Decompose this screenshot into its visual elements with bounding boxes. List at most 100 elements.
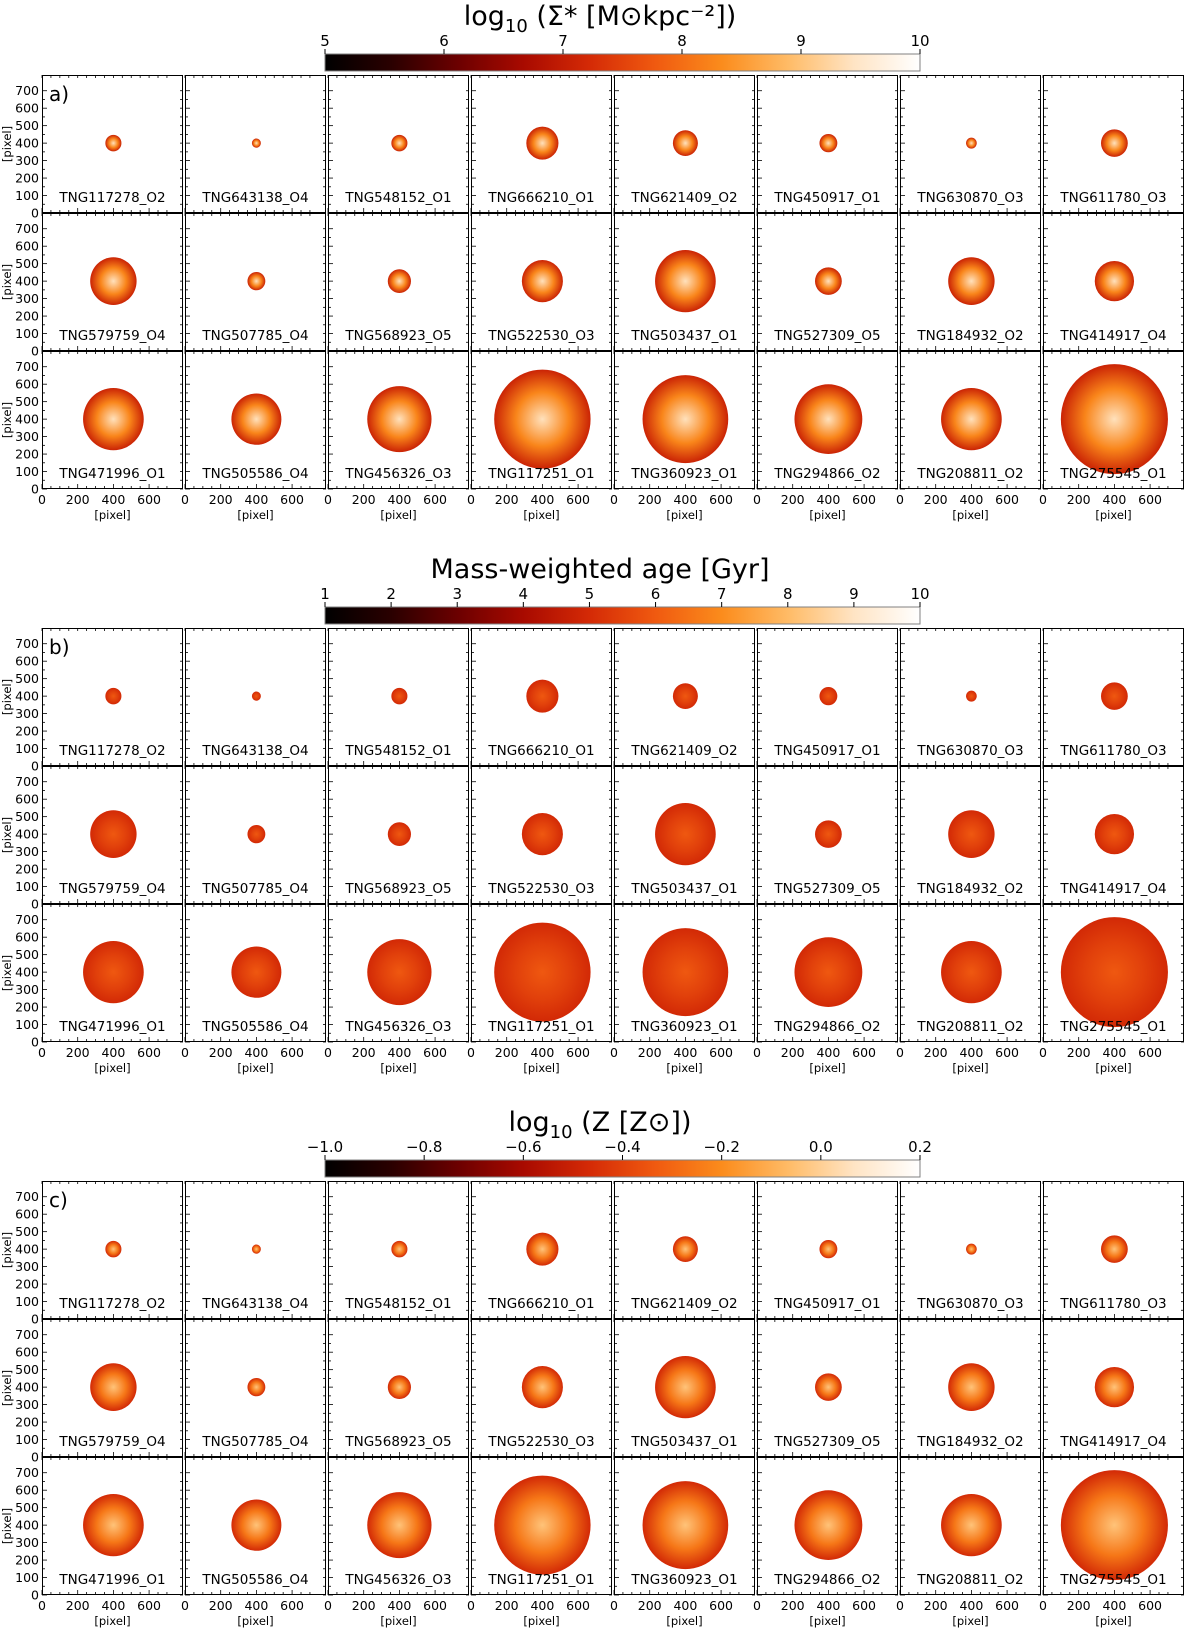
galaxy-map-cell: TNG117251_O1 — [470, 1457, 612, 1596]
x-tick-label: 200 — [638, 492, 662, 507]
x-tick-label: 0 — [610, 492, 618, 507]
x-axis-label: [pixel] — [952, 1061, 988, 1075]
map-frame — [900, 351, 1041, 489]
galaxy-label: TNG568923_O5 — [344, 881, 451, 897]
x-tick-label: 200 — [495, 1598, 519, 1613]
map-frame — [42, 351, 183, 489]
map-frame — [185, 628, 326, 766]
x-tick-label: 200 — [352, 1598, 376, 1613]
galaxy-label: TNG456326_O3 — [344, 466, 451, 482]
galaxy-label: TNG117251_O1 — [487, 1019, 594, 1035]
galaxy-blob — [391, 687, 408, 705]
galaxy-map-cell: TNG507785_O4 — [184, 213, 326, 352]
galaxy-label: TNG630870_O3 — [916, 1296, 1023, 1312]
map-frame — [328, 766, 469, 904]
map-frame — [614, 904, 755, 1042]
x-tick-label: 0 — [181, 1598, 189, 1613]
map-frame — [328, 1181, 469, 1319]
galaxy-map-cell: TNG414917_O4 — [1042, 766, 1184, 905]
x-tick-label: 200 — [638, 1045, 662, 1060]
galaxy-map-cell: TNG360923_O1 — [613, 904, 755, 1043]
map-frame — [42, 904, 183, 1042]
galaxy-label: TNG630870_O3 — [916, 190, 1023, 206]
map-frame — [900, 904, 1041, 1042]
galaxy-blob — [387, 1375, 411, 1400]
y-tick-label: 600 — [15, 792, 39, 807]
colorbar-tick-label: 1 — [320, 585, 330, 603]
galaxy-map-cell: TNG471996_O1 — [41, 1457, 183, 1596]
x-tick-label: 0 — [324, 492, 332, 507]
galaxy-map-cell: TNG522530_O3 — [470, 213, 612, 352]
galaxy-label: TNG621409_O2 — [630, 743, 737, 759]
y-tick-label: 200 — [15, 1000, 39, 1015]
y-tick-label: 0 — [31, 344, 39, 359]
y-tick-label: 200 — [15, 171, 39, 186]
galaxy-blob — [251, 1244, 261, 1254]
x-tick-label: 400 — [387, 1045, 411, 1060]
colorbar-tick-label: 2 — [386, 585, 396, 603]
y-tick-label: 200 — [15, 724, 39, 739]
panel-title: log10 (Σ* [M⊙kpc⁻²]) — [464, 1, 737, 37]
galaxy-label: TNG611780_O3 — [1059, 1296, 1166, 1312]
x-tick-label: 200 — [924, 1598, 948, 1613]
galaxy-blob — [90, 1363, 137, 1411]
galaxy-blob — [1060, 1470, 1168, 1581]
map-frame — [471, 766, 612, 904]
galaxy-label: TNG275545_O1 — [1059, 1019, 1166, 1035]
map-frame — [757, 766, 898, 904]
colorbar-tick-label: 5 — [320, 32, 330, 50]
map-frame — [471, 213, 612, 351]
galaxy-blob — [387, 822, 411, 847]
y-axis-label: [pixel] — [0, 955, 14, 991]
y-tick-label: 400 — [15, 1518, 39, 1533]
y-axis-label: [pixel] — [0, 126, 14, 162]
x-tick-label: 0 — [753, 1045, 761, 1060]
galaxy-blob — [966, 137, 977, 149]
galaxy-map-cell: TNG630870_O3 — [899, 1181, 1041, 1320]
x-axis-label: [pixel] — [94, 1614, 130, 1628]
x-tick-label: 200 — [781, 1598, 805, 1613]
x-tick-label: 400 — [816, 1045, 840, 1060]
x-tick-label: 400 — [959, 1045, 983, 1060]
x-axis-label: [pixel] — [523, 508, 559, 522]
map-frame — [757, 1319, 898, 1457]
x-tick-label: 0 — [324, 1045, 332, 1060]
y-tick-label: 500 — [15, 947, 39, 962]
galaxy-map-cell: TNG579759_O4 — [41, 1319, 183, 1458]
galaxy-blob — [521, 813, 563, 856]
map-frame — [471, 75, 612, 213]
galaxy-blob — [231, 946, 282, 998]
map-frame — [471, 1181, 612, 1319]
galaxy-label: TNG450917_O1 — [773, 743, 880, 759]
x-tick-label: 0 — [896, 492, 904, 507]
y-tick-label: 700 — [15, 221, 39, 236]
galaxy-blob — [794, 1490, 863, 1560]
galaxy-map-cell: TNG456326_O3 — [327, 351, 469, 490]
y-tick-label: 0 — [31, 1035, 39, 1050]
y-tick-label: 200 — [15, 1277, 39, 1292]
y-tick-label: 0 — [31, 1588, 39, 1603]
x-tick-label: 400 — [673, 1045, 697, 1060]
galaxy-map-cell: TNG548152_O1 — [327, 628, 469, 767]
map-frame — [471, 1319, 612, 1457]
y-tick-label: 500 — [15, 809, 39, 824]
galaxy-label: TNG208811_O2 — [916, 1572, 1023, 1588]
galaxy-label: TNG503437_O1 — [630, 1434, 737, 1450]
galaxy-blob — [83, 387, 144, 451]
y-tick-label: 300 — [15, 844, 39, 859]
y-tick-label: 700 — [15, 359, 39, 374]
x-axis-label: [pixel] — [237, 1614, 273, 1628]
colorbar-tick-label: 7 — [717, 585, 727, 603]
x-tick-label: 400 — [387, 492, 411, 507]
galaxy-blob — [494, 369, 591, 469]
colorbar-tick-label: 6 — [439, 32, 449, 50]
galaxy-blob — [391, 1240, 408, 1258]
panel-tag: b) — [49, 635, 70, 659]
galaxy-label: TNG294866_O2 — [773, 1019, 880, 1035]
galaxy-blob — [105, 687, 122, 705]
x-tick-label: 600 — [995, 1598, 1019, 1613]
galaxy-label: TNG621409_O2 — [630, 1296, 737, 1312]
galaxy-blob — [521, 1366, 563, 1409]
x-tick-label: 400 — [530, 1045, 554, 1060]
x-tick-label: 600 — [709, 1045, 733, 1060]
